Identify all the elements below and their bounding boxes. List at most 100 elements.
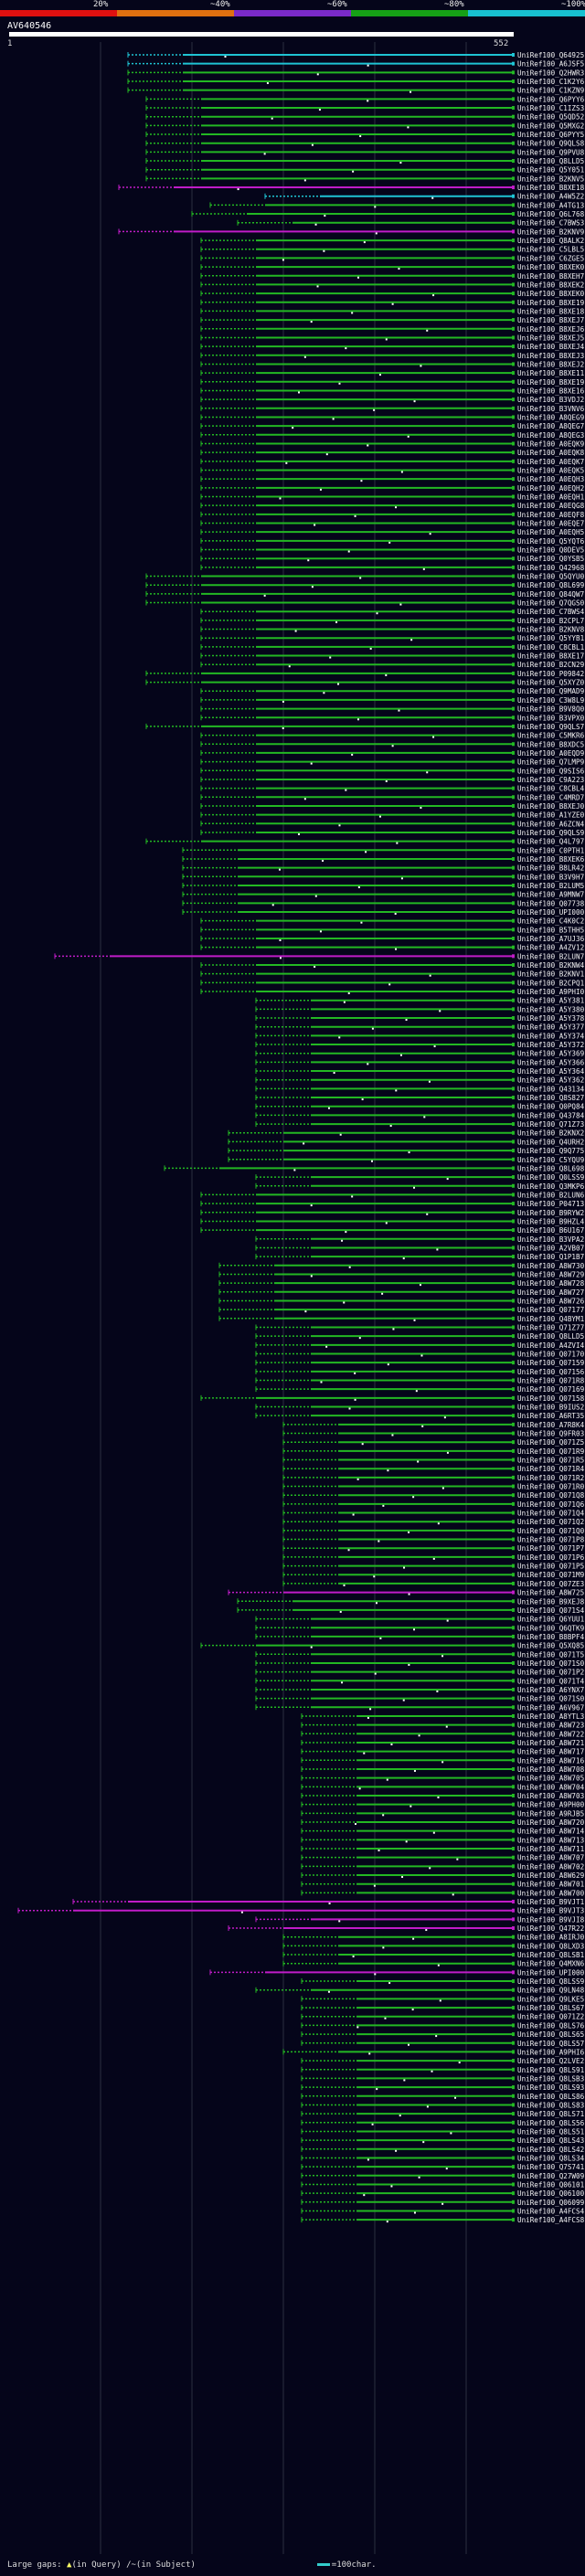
hit-bar-end-cap <box>512 1855 515 1860</box>
hit-label: UniRef100_Q8LSB1 <box>517 1951 585 1959</box>
hit-label: UniRef100_Q43784 <box>517 1111 585 1119</box>
hit-bar-end-cap <box>512 229 515 234</box>
gap-marker <box>323 249 325 252</box>
hit-label: UniRef100_Q06099 <box>517 2199 585 2207</box>
gap-marker <box>347 992 350 995</box>
hit-bar-end-cap <box>512 1528 515 1532</box>
gap-marker <box>422 567 425 570</box>
gap-marker <box>360 480 363 482</box>
hit-bar-end-cap <box>512 1308 515 1312</box>
gap-marker <box>445 1725 448 1728</box>
hit-label: UniRef100_Q071P2 <box>517 1669 584 1677</box>
gap-marker <box>389 1125 392 1128</box>
hit-label: UniRef100_Q071Q6 <box>517 1500 585 1509</box>
gap-marker <box>431 2070 433 2072</box>
hit-bar-end-cap <box>512 318 515 323</box>
hit-bar-end-cap <box>512 2076 515 2081</box>
hit-label: UniRef100_Q8LS34 <box>517 2154 585 2162</box>
hit-label: UniRef100_B2KNX2 <box>517 1129 584 1138</box>
hit-label: UniRef100_C3W8L9 <box>517 696 585 705</box>
hit-bar-end-cap <box>512 1149 515 1153</box>
gap-marker <box>407 126 410 129</box>
hit-label: UniRef100_Q8LS91 <box>517 2066 585 2074</box>
hit-bar-end-cap <box>512 1626 515 1630</box>
hit-label: UniRef100_Q64925 <box>517 51 584 59</box>
hit-label: UniRef100_B2CPQ1 <box>517 979 585 987</box>
gap-marker <box>396 842 399 844</box>
hit-bar-end-cap <box>512 1953 515 1957</box>
hit-bar-end-cap <box>512 2050 515 2054</box>
subject-gap-marker-icon: /~ <box>126 2560 136 2570</box>
hit-bar-end-cap <box>512 2059 515 2063</box>
hit-label: UniRef100_B8XEJ0 <box>517 802 585 811</box>
gap-marker <box>394 912 397 915</box>
hit-label: UniRef100_A5Y378 <box>517 1014 585 1023</box>
gap-marker <box>310 1275 313 1277</box>
hit-bar-end-cap <box>512 256 515 260</box>
hit-bar-end-cap <box>512 1051 515 1055</box>
identity-band-label: ~100% <box>561 0 585 9</box>
hit-label: UniRef100_A2VB07 <box>517 1244 584 1252</box>
hit-bar-end-cap <box>512 1007 515 1012</box>
gap-marker <box>363 241 366 244</box>
gap-marker <box>325 453 328 456</box>
hit-bar-end-cap <box>512 1077 515 1082</box>
hit-bar-end-cap <box>512 1272 515 1277</box>
gap-marker <box>357 885 360 888</box>
hit-label: UniRef100_B9IUS2 <box>517 1404 584 1412</box>
hit-label: UniRef100_Q8L698 <box>517 1164 585 1172</box>
gap-marker <box>338 1036 341 1039</box>
hit-label: UniRef100_A0EQG8 <box>517 502 585 510</box>
hit-bar-end-cap <box>512 750 515 755</box>
hit-label: UniRef100_Q071M9 <box>517 1571 585 1579</box>
hit-bar-end-cap <box>512 822 515 826</box>
hit-label: UniRef100_B2KNV8 <box>517 626 585 634</box>
gap-marker <box>426 2105 429 2108</box>
gap-marker <box>421 1425 424 1427</box>
identity-band-label: ~40% <box>210 0 230 9</box>
hit-label: UniRef100_Q84QW7 <box>517 590 584 599</box>
hit-bar-end-cap <box>512 1732 515 1736</box>
gap-marker <box>341 1681 344 1684</box>
gap-marker <box>411 2009 414 2011</box>
hit-label: UniRef100_A8W721 <box>517 1739 585 1747</box>
hit-bar-end-cap <box>512 1228 515 1233</box>
hit-label: UniRef100_Q071Z2 <box>517 2013 584 2021</box>
query-gap-marker-icon: ▲ <box>67 2560 72 2570</box>
gap-marker <box>405 1019 408 1022</box>
hit-label: UniRef100_Q5XQ85 <box>517 1642 584 1650</box>
hit-bar-end-cap <box>512 1564 515 1568</box>
hit-label: UniRef100_A8W702 <box>517 1862 584 1871</box>
hit-label: UniRef100_Q8LS67 <box>517 2004 584 2012</box>
gap-marker <box>426 1213 429 1215</box>
hit-bar-end-cap <box>512 600 515 605</box>
hit-label: UniRef100_C8CBL4 <box>517 785 585 793</box>
hit-label: UniRef100_Q9QLS8 <box>517 140 585 148</box>
hit-label: UniRef100_A5Y369 <box>517 1050 585 1058</box>
hit-bar-end-cap <box>512 1696 515 1701</box>
hit-label: UniRef100_Q0DEV5 <box>517 546 584 555</box>
identity-band-1 <box>117 10 234 16</box>
gap-marker <box>363 1752 366 1754</box>
in-subject-label: (in Subject) <box>135 2560 196 2570</box>
hit-bar-end-cap <box>512 1917 515 1922</box>
gap-marker <box>382 1946 385 1949</box>
hit-label: UniRef100_A0EQK7 <box>517 458 584 466</box>
hit-label: UniRef100_Q07738 <box>517 899 585 907</box>
hit-label: UniRef100_B9XEJ8 <box>517 1597 585 1606</box>
hit-label: UniRef100_A8QEG3 <box>517 431 584 440</box>
hit-label: UniRef100_A0EQF8 <box>517 511 585 519</box>
hit-label: UniRef100_B8XEK2 <box>517 281 584 289</box>
hit-label: UniRef100_Q071S4 <box>517 1606 585 1615</box>
hit-bar-end-cap <box>512 451 515 455</box>
gap-marker <box>450 2132 452 2135</box>
hit-label: UniRef100_A0EQK9 <box>517 440 585 448</box>
hit-label: UniRef100_B3VDJ2 <box>517 396 584 404</box>
hit-bar-end-cap <box>512 70 515 75</box>
hit-bar-end-cap <box>512 1511 515 1515</box>
hit-label: UniRef100_B9VJI8 <box>517 1915 585 1924</box>
gap-marker <box>441 1487 444 1489</box>
hit-label: UniRef100_C1KZN9 <box>517 87 585 95</box>
hit-bar-end-cap <box>512 106 515 111</box>
hit-bar-end-cap <box>512 2129 515 2134</box>
